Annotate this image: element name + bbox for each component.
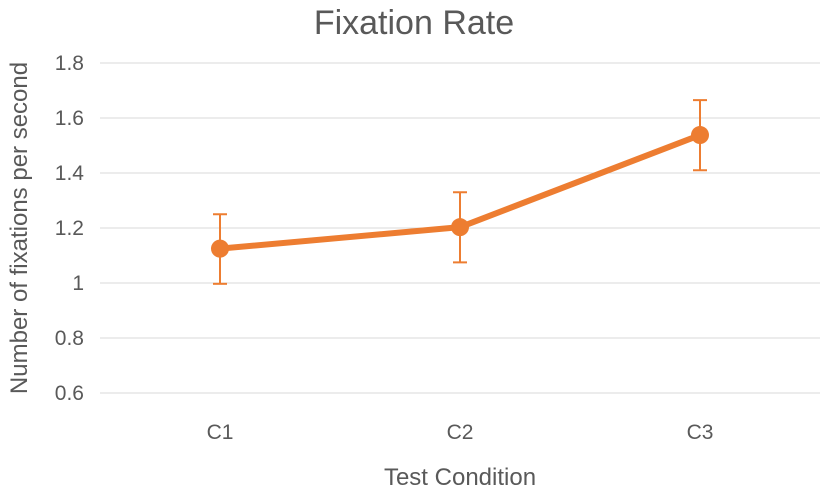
y-axis-ticks: 0.6 0.8 1 1.2 1.4 1.6 1.8 — [55, 52, 85, 405]
y-tick-label: 1.6 — [55, 107, 84, 130]
y-tick-label: 1.8 — [55, 52, 84, 75]
data-point — [451, 218, 469, 237]
x-tick-label: C1 — [207, 421, 234, 444]
y-tick-label: 0.8 — [55, 327, 84, 350]
data-point — [691, 126, 709, 145]
y-axis-title: Number of fixations per second — [6, 62, 33, 394]
y-tick-label: 0.6 — [55, 382, 84, 405]
error-bars — [213, 99, 707, 285]
chart-title: Fixation Rate — [314, 4, 514, 42]
x-tick-label: C3 — [687, 421, 714, 444]
y-tick-label: 1 — [72, 272, 84, 295]
x-axis-ticks: C1 C2 C3 — [207, 421, 714, 444]
y-tick-label: 1.4 — [55, 162, 85, 185]
data-point — [211, 239, 229, 258]
y-tick-label: 1.2 — [55, 217, 84, 240]
series-layer — [211, 126, 709, 258]
x-tick-label: C2 — [447, 421, 474, 444]
x-axis-title: Test Condition — [384, 464, 536, 491]
